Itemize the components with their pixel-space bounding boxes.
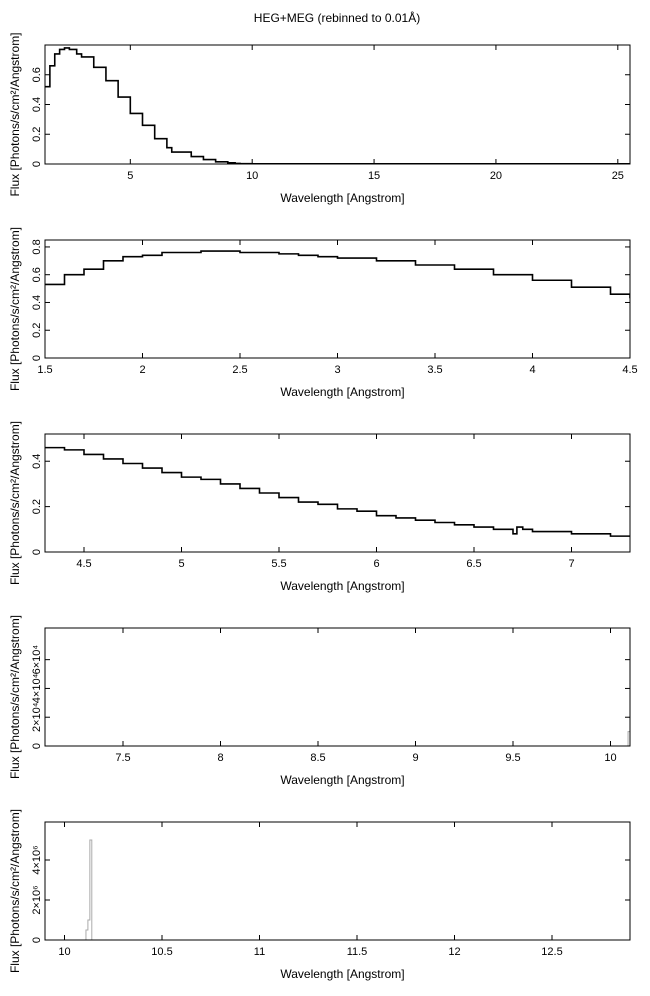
x-tick-label: 6: [373, 558, 379, 570]
figure-title: HEG+MEG (rebinned to 0.01Å): [254, 10, 420, 25]
x-tick-label: 2.5: [232, 364, 247, 376]
x-tick-label: 9: [412, 752, 418, 764]
y-axis-title: Flux [Photons/s/cm²/Angstrom]: [8, 615, 22, 779]
x-axis-title: Wavelength [Angstrom]: [280, 967, 404, 981]
y-tick-label: 0.8: [31, 239, 43, 254]
x-tick-label: 5: [127, 170, 133, 182]
x-tick-label: 5: [178, 558, 184, 570]
chart-panel-3: 4.5 5 5.5 6 6.5 7 0 0.2 0.4 Wavelength [Angstrom]…: [8, 421, 631, 593]
chart-panel-2: 1.5 2 2.5 3 3.5 4 4.5 0 0.2 0.4 0.6 0.8 Wavelength […: [8, 227, 638, 399]
x-tick-label: 10: [58, 946, 70, 958]
y-tick-label: 0: [31, 161, 43, 167]
x-tick-label: 9.5: [505, 752, 520, 764]
y-axis-title: Flux [Photons/s/cm²/Angstrom]: [8, 421, 22, 585]
y-tick-label: 0.2: [31, 499, 43, 514]
x-tick-label: 10.5: [151, 946, 172, 958]
x-tick-label: 2: [139, 364, 145, 376]
x-axis-title: Wavelength [Angstrom]: [280, 773, 404, 787]
y-tick-label: 0.6: [31, 267, 43, 282]
series-line-4-1: [45, 731, 630, 746]
x-tick-label: 4.5: [76, 558, 91, 570]
x-tick-label: 5.5: [271, 558, 286, 570]
y-tick-label: 2×10⁴: [31, 702, 43, 732]
x-axis-title: Wavelength [Angstrom]: [280, 191, 404, 205]
y-tick-label: 0.2: [31, 127, 43, 142]
y-tick-label: 0.6: [31, 67, 43, 82]
x-tick-label: 15: [368, 170, 380, 182]
y-tick-label: 6×10⁴: [31, 645, 43, 675]
x-tick-label: 10: [246, 170, 258, 182]
x-tick-label: 20: [490, 170, 502, 182]
y-tick-label: 0: [31, 549, 43, 555]
plot-frame: [44, 433, 631, 553]
x-tick-label: 3.5: [427, 364, 442, 376]
x-axis-title: Wavelength [Angstrom]: [280, 385, 404, 399]
y-tick-label: 0: [31, 937, 43, 943]
x-tick-label: 8: [217, 752, 223, 764]
y-tick-label: 0: [31, 743, 43, 749]
plot-frame: [44, 821, 631, 941]
y-axis-title: Flux [Photons/s/cm²/Angstrom]: [8, 809, 22, 973]
y-tick-label: 0.4: [31, 97, 43, 112]
x-tick-label: 12.5: [541, 946, 562, 958]
y-tick-label: 0.4: [31, 295, 43, 310]
y-tick-label: 4×10⁶: [31, 845, 43, 874]
x-tick-label: 4.5: [622, 364, 637, 376]
series-line-3-1: [45, 446, 630, 537]
series-line-2-1: [45, 250, 630, 299]
plot-frame: [44, 627, 631, 747]
x-tick-label: 11: [254, 946, 265, 958]
plot-frame: [44, 44, 631, 165]
y-tick-label: 2×10⁶: [31, 885, 43, 914]
x-axis-title: Wavelength [Angstrom]: [280, 579, 404, 593]
y-tick-label: 0.2: [31, 323, 43, 338]
y-axis-title: Flux [Photons/s/cm²/Angstrom]: [8, 227, 22, 391]
series-line-1-1: [45, 47, 630, 164]
series-line-5-1: [45, 839, 630, 940]
x-tick-label: 4: [529, 364, 535, 376]
x-tick-label: 12: [448, 946, 460, 958]
x-tick-label: 7.5: [115, 752, 130, 764]
x-tick-label: 25: [612, 170, 624, 182]
chart-panel-5: 10 10.5 11 11.5 12 12.5 0 2×10⁶ 4×10⁶ Wavelength …: [8, 809, 631, 981]
x-tick-label: 10: [604, 752, 616, 764]
y-tick-label: 0.4: [31, 454, 43, 469]
x-tick-label: 11.5: [347, 946, 368, 958]
chart-panel-1: 5 10 15 20 25 0 0.2 0.4 0.6 Wavelength [Angstrom]…: [8, 32, 631, 205]
x-tick-label: 7: [568, 558, 574, 570]
x-tick-label: 1.5: [37, 364, 52, 376]
y-tick-label: 4×10⁴: [31, 673, 43, 703]
x-tick-label: 3: [334, 364, 340, 376]
y-axis-title: Flux [Photons/s/cm²/Angstrom]: [8, 32, 22, 196]
x-tick-label: 6.5: [466, 558, 481, 570]
y-tick-label: 0: [31, 355, 43, 361]
x-tick-label: 8.5: [310, 752, 325, 764]
